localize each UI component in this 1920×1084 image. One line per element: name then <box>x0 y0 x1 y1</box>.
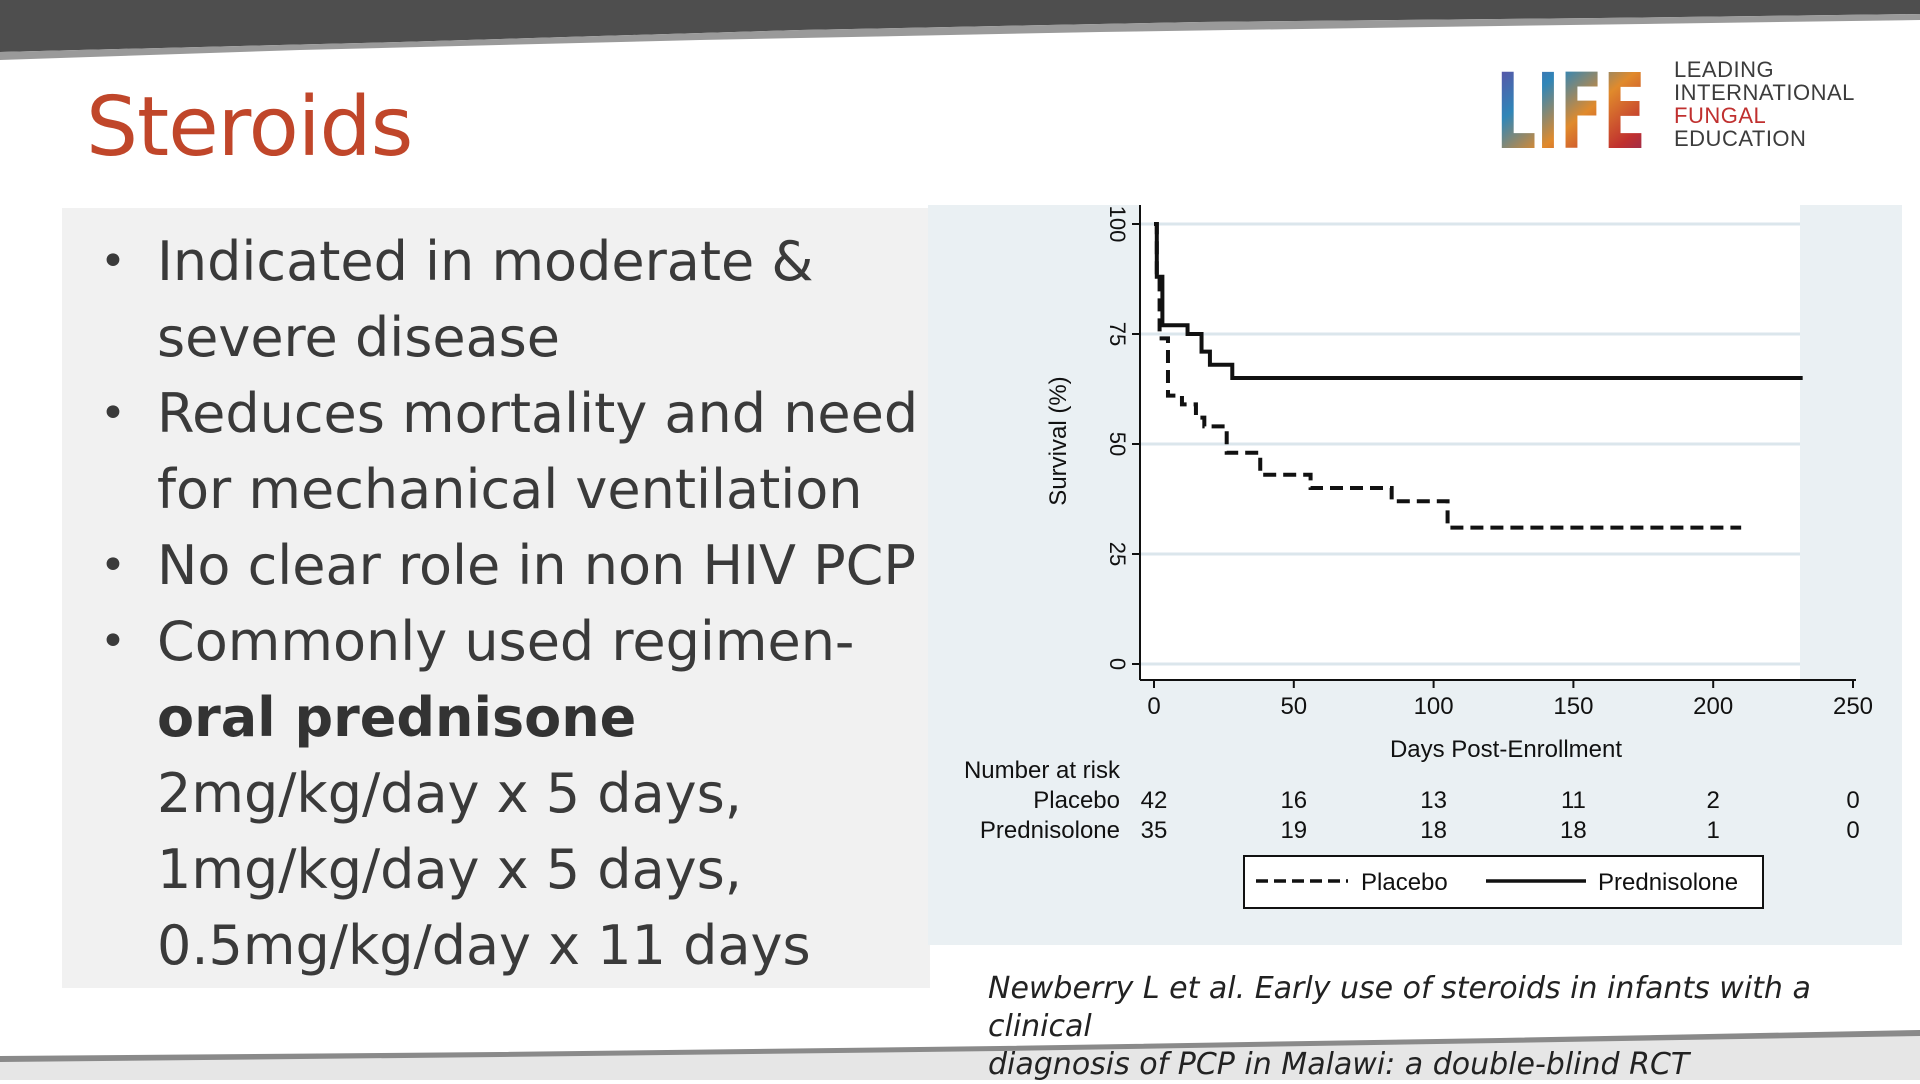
risk-value-prednisolone: 18 <box>1560 817 1587 844</box>
axes: 0 25 50 75 100 0 50 100 150 200 250 <box>1105 205 1873 720</box>
bottom-decorative-band <box>0 1030 1920 1080</box>
bullet-bold-line: oral prednisone <box>157 686 637 749</box>
y-axis-label: Survival (%) <box>1045 376 1072 505</box>
bullet-line: for mechanical ventilation <box>157 458 863 521</box>
x-axis-label: Days Post-Enrollment <box>1390 736 1622 763</box>
citation-line: diagnosis of PCP in Malawi: a double-bli… <box>988 1047 1690 1082</box>
risk-row-label-prednisolone: Prednisolone <box>980 817 1120 844</box>
top-decorative-band <box>0 0 1920 60</box>
dose-line: 1mg/kg/day x 5 days, <box>157 838 742 901</box>
risk-value-prednisolone: 0 <box>1846 817 1859 844</box>
bullet-line: No clear role in non HIV PCP <box>157 534 916 597</box>
y-tick-label-50: 50 <box>1105 432 1130 456</box>
legend-label-prednisolone: Prednisolone <box>1598 869 1738 896</box>
logo-wordmark: LEADING INTERNATIONAL FUNGAL EDUCATION <box>1674 58 1855 150</box>
x-tick-label-0: 0 <box>1147 693 1160 720</box>
survival-curve-prednisolone <box>1154 222 1803 380</box>
logo-line-leading: LEADING <box>1674 57 1775 82</box>
citation: Newberry L et al. Early use of steroids … <box>988 970 1888 1084</box>
risk-value-placebo: 2 <box>1707 787 1720 814</box>
y-tick-label-25: 25 <box>1105 542 1130 566</box>
survival-curves <box>1154 222 1803 530</box>
risk-table-values: 42 16 13 11 2 0 35 19 18 18 1 0 <box>1141 787 1860 844</box>
risk-value-placebo: 16 <box>1280 787 1307 814</box>
logo-line-fungal: FUNGAL <box>1674 103 1767 128</box>
logo-mark-text: LIFE <box>1496 62 1646 152</box>
bullet-line: Indicated in moderate & <box>157 230 814 293</box>
bullet-item: • Commonly used regimen- oral prednisone… <box>100 604 920 984</box>
dose-line: 0.5mg/kg/day x 11 days <box>157 914 811 977</box>
bullet-panel <box>62 208 930 988</box>
slide-title: Steroids <box>86 80 413 175</box>
legend: Placebo Prednisolone <box>1243 855 1764 909</box>
risk-value-prednisolone: 19 <box>1280 817 1307 844</box>
bullet-dot-icon: • <box>100 540 126 591</box>
life-logo-mark: LIFE <box>1496 62 1646 152</box>
legend-label-placebo: Placebo <box>1361 869 1448 896</box>
survival-curve-placebo <box>1154 222 1742 530</box>
risk-value-placebo: 0 <box>1846 787 1859 814</box>
bullet-dot-icon: • <box>100 388 126 439</box>
life-logo: LIFE LEADING INTERNATIONAL FUNGAL EDUCAT… <box>1496 58 1876 158</box>
bullet-list: • Indicated in moderate & severe disease… <box>100 224 920 984</box>
risk-value-prednisolone: 18 <box>1420 817 1447 844</box>
risk-value-placebo: 11 <box>1561 787 1586 814</box>
bullet-line: severe disease <box>157 306 561 369</box>
x-tick-label-100: 100 <box>1414 693 1454 720</box>
bullet-dot-icon: • <box>100 236 126 287</box>
bullet-line: Commonly used regimen- <box>157 610 855 673</box>
x-tick-label-250: 250 <box>1833 693 1873 720</box>
risk-row-label-placebo: Placebo <box>1033 787 1120 814</box>
x-tick-label-200: 200 <box>1693 693 1733 720</box>
risk-value-prednisolone: 1 <box>1707 817 1720 844</box>
citation-line: Newberry L et al. Early use of steroids … <box>988 971 1811 1044</box>
bullet-item: • Indicated in moderate & severe disease <box>100 224 920 376</box>
y-tick-label-75: 75 <box>1105 322 1130 346</box>
risk-value-placebo: 13 <box>1420 787 1447 814</box>
x-tick-label-150: 150 <box>1553 693 1593 720</box>
bullet-dot-icon: • <box>100 616 126 667</box>
gridlines <box>1140 222 1800 666</box>
dose-line: 2mg/kg/day x 5 days, <box>157 762 742 825</box>
y-tick-label-0: 0 <box>1105 658 1130 670</box>
bullet-item: • No clear role in non HIV PCP <box>100 528 920 604</box>
risk-value-prednisolone: 35 <box>1141 817 1168 844</box>
bullet-line: Reduces mortality and need <box>157 382 919 445</box>
x-tick-label-50: 50 <box>1280 693 1307 720</box>
risk-value-placebo: 42 <box>1141 787 1168 814</box>
logo-line-education: EDUCATION <box>1674 126 1807 151</box>
risk-table-header: Number at risk <box>964 757 1121 784</box>
bullet-item: • Reduces mortality and need for mechani… <box>100 376 920 528</box>
y-tick-label-100: 100 <box>1105 206 1130 243</box>
logo-line-international: INTERNATIONAL <box>1674 80 1855 105</box>
